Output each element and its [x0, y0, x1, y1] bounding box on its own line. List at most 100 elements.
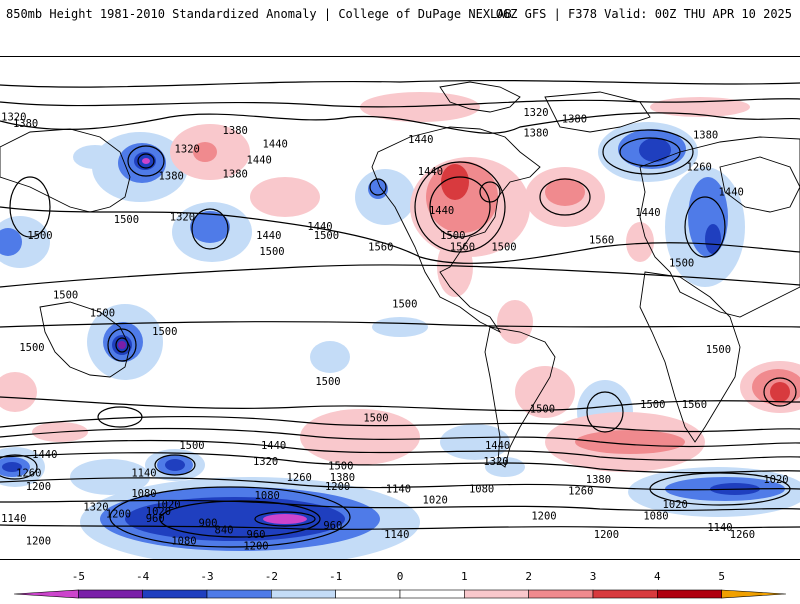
contour-label: 1080 [469, 483, 494, 495]
colorbar-swatch [142, 589, 208, 599]
contour-label: 1380 [13, 118, 38, 130]
contour-label: 1080 [131, 488, 156, 500]
colorbar-swatch [399, 589, 465, 599]
contour-label: 900 [199, 517, 218, 529]
contour-label: 1380 [223, 125, 248, 137]
contour-label: 1440 [247, 155, 272, 167]
contour-label: 1260 [287, 472, 312, 484]
contour-label: 1140 [384, 529, 409, 541]
contour-label: 1320 [175, 143, 200, 155]
contour-label: 1020 [155, 499, 180, 511]
colorbar-tick-label: 0 [396, 570, 404, 583]
contour-label: 1320 [253, 456, 278, 468]
contour-label: 1500 [53, 289, 78, 301]
contour-label: 1440 [261, 440, 286, 452]
colorbar-tick-label: -4 [136, 570, 150, 583]
contour-label: 1440 [408, 134, 433, 146]
contour-label: 1500 [90, 308, 115, 320]
contour-label: 1500 [27, 230, 52, 242]
contour-label: 1500 [19, 342, 44, 354]
contour-label: 1500 [315, 376, 340, 388]
contour-label: 1020 [663, 499, 688, 511]
colorbar-max-arrow [721, 589, 787, 599]
colorbar-tick-label: 3 [589, 570, 597, 583]
contour-label: 1200 [531, 511, 556, 523]
contour-label: 1260 [16, 467, 41, 479]
contour-label: 1200 [26, 481, 51, 493]
colorbar-swatch [464, 589, 529, 599]
contour-label: 1560 [368, 241, 393, 253]
contour-label: 1500 [669, 257, 694, 269]
contour-label: 1020 [423, 495, 448, 507]
contour-label: 1200 [26, 536, 51, 548]
contour-label: 1380 [586, 474, 611, 486]
colorbar-swatch [271, 589, 336, 599]
contour-label: 1380 [693, 130, 718, 142]
contour-label: 1500 [328, 460, 353, 472]
contour-label: 1440 [635, 207, 660, 219]
contour-label: 1380 [523, 127, 548, 139]
contour-label: 1500 [440, 230, 465, 242]
contour-label: 1020 [146, 506, 171, 518]
contour-label: 1560 [589, 235, 614, 247]
contour-label: 1140 [707, 522, 732, 534]
contour-label: 1380 [330, 472, 355, 484]
colorbar-swatch [528, 589, 594, 599]
colorbar-tick-label: 5 [718, 570, 725, 583]
contour-label: 1440 [263, 139, 288, 151]
contour-label: 960 [323, 520, 342, 532]
colorbar-min-arrow [13, 589, 79, 599]
contour-label: 1560 [682, 399, 707, 411]
contour-label: 840 [215, 524, 234, 536]
contour-label: 1200 [243, 540, 268, 552]
colorbar-tick-label: -3 [200, 570, 214, 583]
height-contours [0, 79, 800, 548]
contour-label: 1500 [706, 344, 731, 356]
contour-label: 1440 [429, 205, 454, 217]
contour-label: 1080 [171, 536, 196, 548]
contour-label: 1200 [594, 529, 619, 541]
contour-label: 1440 [485, 440, 510, 452]
header: 850mb Height 1981-2010 Standardized Anom… [0, 0, 800, 28]
contour-label: 1020 [763, 474, 788, 486]
contour-label: 1320 [83, 502, 108, 514]
model-run-info: 06Z GFS | F378 Valid: 00Z THU APR 10 202… [495, 7, 792, 21]
coastlines [0, 81, 800, 468]
colorbar-swatch [78, 589, 143, 599]
colorbar-tick-label: 4 [654, 570, 661, 583]
contour-label: 1500 [152, 326, 177, 338]
contour-label: 1260 [730, 529, 755, 541]
contour-label: 1140 [131, 467, 156, 479]
contour-label: 1260 [687, 162, 712, 174]
contour-label: 1320 [483, 456, 508, 468]
contour-label: 1080 [643, 511, 668, 523]
contour-label: 960 [146, 513, 165, 525]
contour-label: 1320 [1, 111, 26, 123]
colorbar-tick-label: -1 [329, 570, 343, 583]
contour-label: 1140 [386, 483, 411, 495]
contour-label: 1320 [170, 212, 195, 224]
colorbar-tick-label: 1 [461, 570, 468, 583]
contour-label: 1500 [530, 403, 555, 415]
contour-label: 1500 [179, 440, 204, 452]
contour-label: 1440 [307, 221, 332, 233]
colorbar-swatch [335, 589, 401, 599]
colorbar-tick-label: 2 [525, 570, 532, 583]
contour-label: 960 [247, 529, 266, 541]
contour-label: 1380 [223, 168, 248, 180]
contour-label: 1440 [32, 449, 57, 461]
positive-anomaly-shading [0, 92, 800, 472]
contour-label: 1380 [159, 171, 184, 183]
contour-label: 1140 [1, 513, 26, 525]
colorbar-swatch [206, 589, 272, 599]
map-title: 850mb Height 1981-2010 Standardized Anom… [6, 7, 512, 21]
map-canvas: 1320138013801440132014401380138013201500… [0, 57, 800, 559]
contour-label: 1440 [256, 230, 281, 242]
anomaly-map: 1320138013801440132014401380138013201500… [0, 56, 800, 560]
contour-label: 1500 [259, 246, 284, 258]
contour-label: 1440 [719, 187, 744, 199]
contour-label: 1200 [106, 508, 131, 520]
contour-label: 1440 [418, 166, 443, 178]
contour-label: 1560 [450, 241, 475, 253]
contour-label: 1500 [392, 298, 417, 310]
